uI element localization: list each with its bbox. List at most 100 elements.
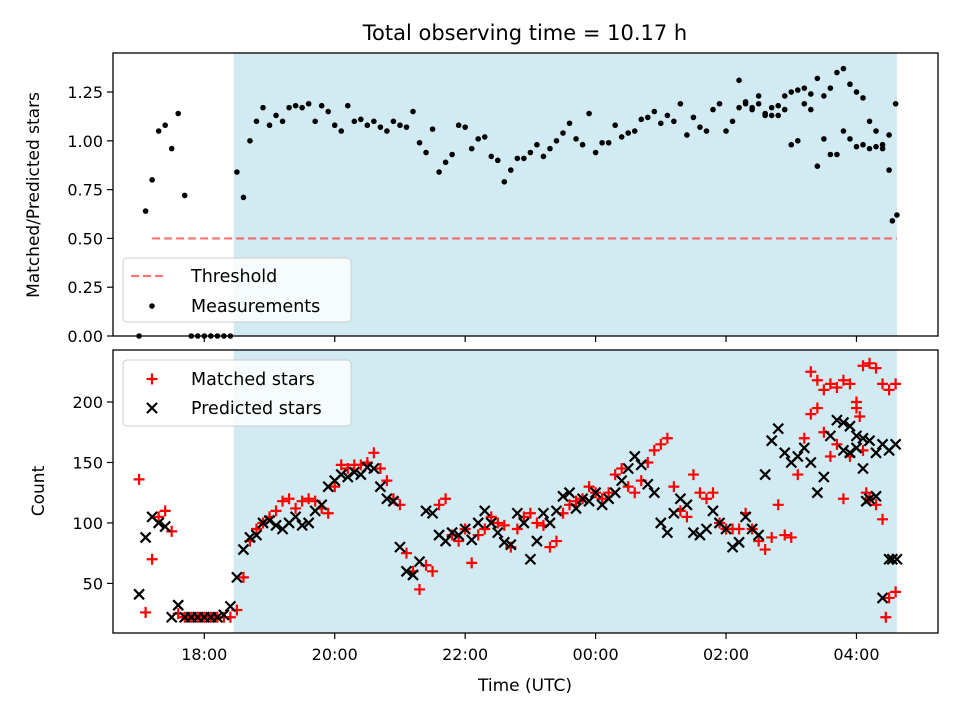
matched-star-point <box>511 523 523 535</box>
matched-star-point <box>837 374 849 386</box>
matched-star-point <box>811 402 823 414</box>
measurement-point <box>834 151 840 158</box>
measurement-point <box>781 93 788 99</box>
measurement-point <box>788 89 795 95</box>
measurement-point <box>794 87 801 93</box>
legend-box <box>122 359 352 427</box>
measurement-point <box>664 112 671 119</box>
measurement-point <box>508 167 514 173</box>
predicted-star-point <box>726 541 739 553</box>
measurement-point <box>455 122 462 129</box>
measurement-point <box>866 118 873 125</box>
matched-star-point <box>479 523 491 535</box>
measurement-point <box>547 145 553 152</box>
predicted-star-point <box>886 553 899 566</box>
predicted-star-point <box>524 553 537 566</box>
x-tick-label: 18:00 <box>181 645 227 664</box>
predicted-star-point <box>655 517 667 529</box>
predicted-star-point <box>891 553 903 566</box>
measurement-point <box>742 100 749 107</box>
measurement-point <box>716 100 723 107</box>
predicted-star-point <box>642 478 654 491</box>
matched-star-point <box>166 525 178 537</box>
predicted-star-point <box>511 507 524 520</box>
measurement-point <box>514 155 521 162</box>
measurement-point <box>344 102 351 109</box>
measurement-point <box>429 126 436 132</box>
chart-title: Total observing time = 10.17 h <box>362 21 687 45</box>
legend-top: Threshold Measurements <box>122 257 352 323</box>
top-y-axis-label: Matched/Predicted stars <box>24 92 44 298</box>
matched-star-point <box>322 507 334 519</box>
measurement-point <box>638 116 645 123</box>
predicted-star-point <box>224 600 237 613</box>
predicted-star-point <box>237 543 250 556</box>
legend-bottom: Matched stars Predicted stars <box>122 359 352 427</box>
measurement-point <box>892 100 899 107</box>
predicted-star-point <box>818 471 830 483</box>
predicted-star-point <box>622 462 634 475</box>
predicted-star-point <box>257 517 269 529</box>
x-tick-label: 20:00 <box>312 645 358 664</box>
matched-star-point <box>805 408 817 420</box>
matched-star-point <box>622 481 634 493</box>
matched-star-point <box>798 432 810 444</box>
matched-star-point <box>818 384 830 396</box>
measurement-point <box>762 112 768 119</box>
matched-star-point <box>374 463 386 475</box>
predicted-star-point <box>850 430 863 442</box>
matched-star-point <box>857 360 869 372</box>
predicted-star-point <box>296 519 308 532</box>
matched-star-point <box>870 362 882 374</box>
matched-star-point <box>329 481 341 493</box>
measurement-point <box>468 145 475 152</box>
predicted-star-point <box>133 588 145 601</box>
matched-star-point <box>335 459 347 471</box>
measurement-point <box>834 69 840 76</box>
predicted-star-point <box>857 432 869 445</box>
measurement-point <box>312 118 318 125</box>
measurement-point <box>592 149 599 156</box>
predicted-star-point <box>446 526 458 539</box>
predicted-star-point <box>394 541 406 553</box>
predicted-star-point <box>348 466 361 478</box>
measurement-point <box>703 128 710 134</box>
measurement-point <box>325 108 332 115</box>
predicted-star-point <box>668 507 680 520</box>
measurement-point <box>494 157 501 164</box>
predicted-star-point <box>720 523 732 535</box>
measurement-point <box>260 104 266 111</box>
measurement-point <box>423 149 429 156</box>
predicted-star-point <box>889 438 902 451</box>
measurement-point <box>384 128 390 134</box>
measurement-point <box>889 218 896 224</box>
measurement-point <box>866 145 873 152</box>
matched-star-point <box>831 381 843 393</box>
predicted-star-point <box>518 517 530 529</box>
measurement-point <box>749 106 755 113</box>
measurement-point <box>781 106 788 113</box>
predicted-star-point <box>244 531 256 544</box>
predicted-star-point <box>407 569 419 581</box>
predicted-star-point <box>381 492 393 505</box>
predicted-star-point <box>420 505 432 517</box>
matched-star-point <box>854 411 866 423</box>
predicted-star-point <box>805 456 817 469</box>
measurement-point <box>644 114 651 121</box>
matched-star-point <box>766 531 778 543</box>
measurement-point <box>873 128 879 134</box>
predicted-star-point <box>335 468 348 481</box>
y-tick-label: 1.25 <box>67 83 103 102</box>
measurement-point <box>873 143 879 150</box>
measurement-point <box>527 149 534 156</box>
measurement-point <box>247 138 253 144</box>
measurement-point <box>788 141 795 148</box>
measurement-point <box>821 136 827 142</box>
predicted-star-point <box>478 505 491 517</box>
predicted-star-point <box>426 507 439 520</box>
predicted-star-point <box>844 420 856 432</box>
predicted-star-point <box>159 520 171 533</box>
matched-star-point <box>472 529 484 541</box>
measurement-point <box>234 169 240 175</box>
